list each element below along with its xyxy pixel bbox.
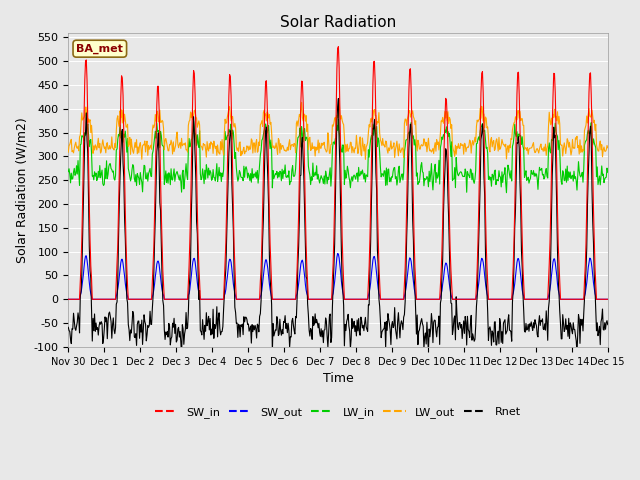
Y-axis label: Solar Radiation (W/m2): Solar Radiation (W/m2) — [15, 117, 28, 263]
Legend: SW_in, SW_out, LW_in, LW_out, Rnet: SW_in, SW_out, LW_in, LW_out, Rnet — [151, 403, 525, 422]
Text: BA_met: BA_met — [76, 44, 124, 54]
Title: Solar Radiation: Solar Radiation — [280, 15, 396, 30]
X-axis label: Time: Time — [323, 372, 353, 385]
